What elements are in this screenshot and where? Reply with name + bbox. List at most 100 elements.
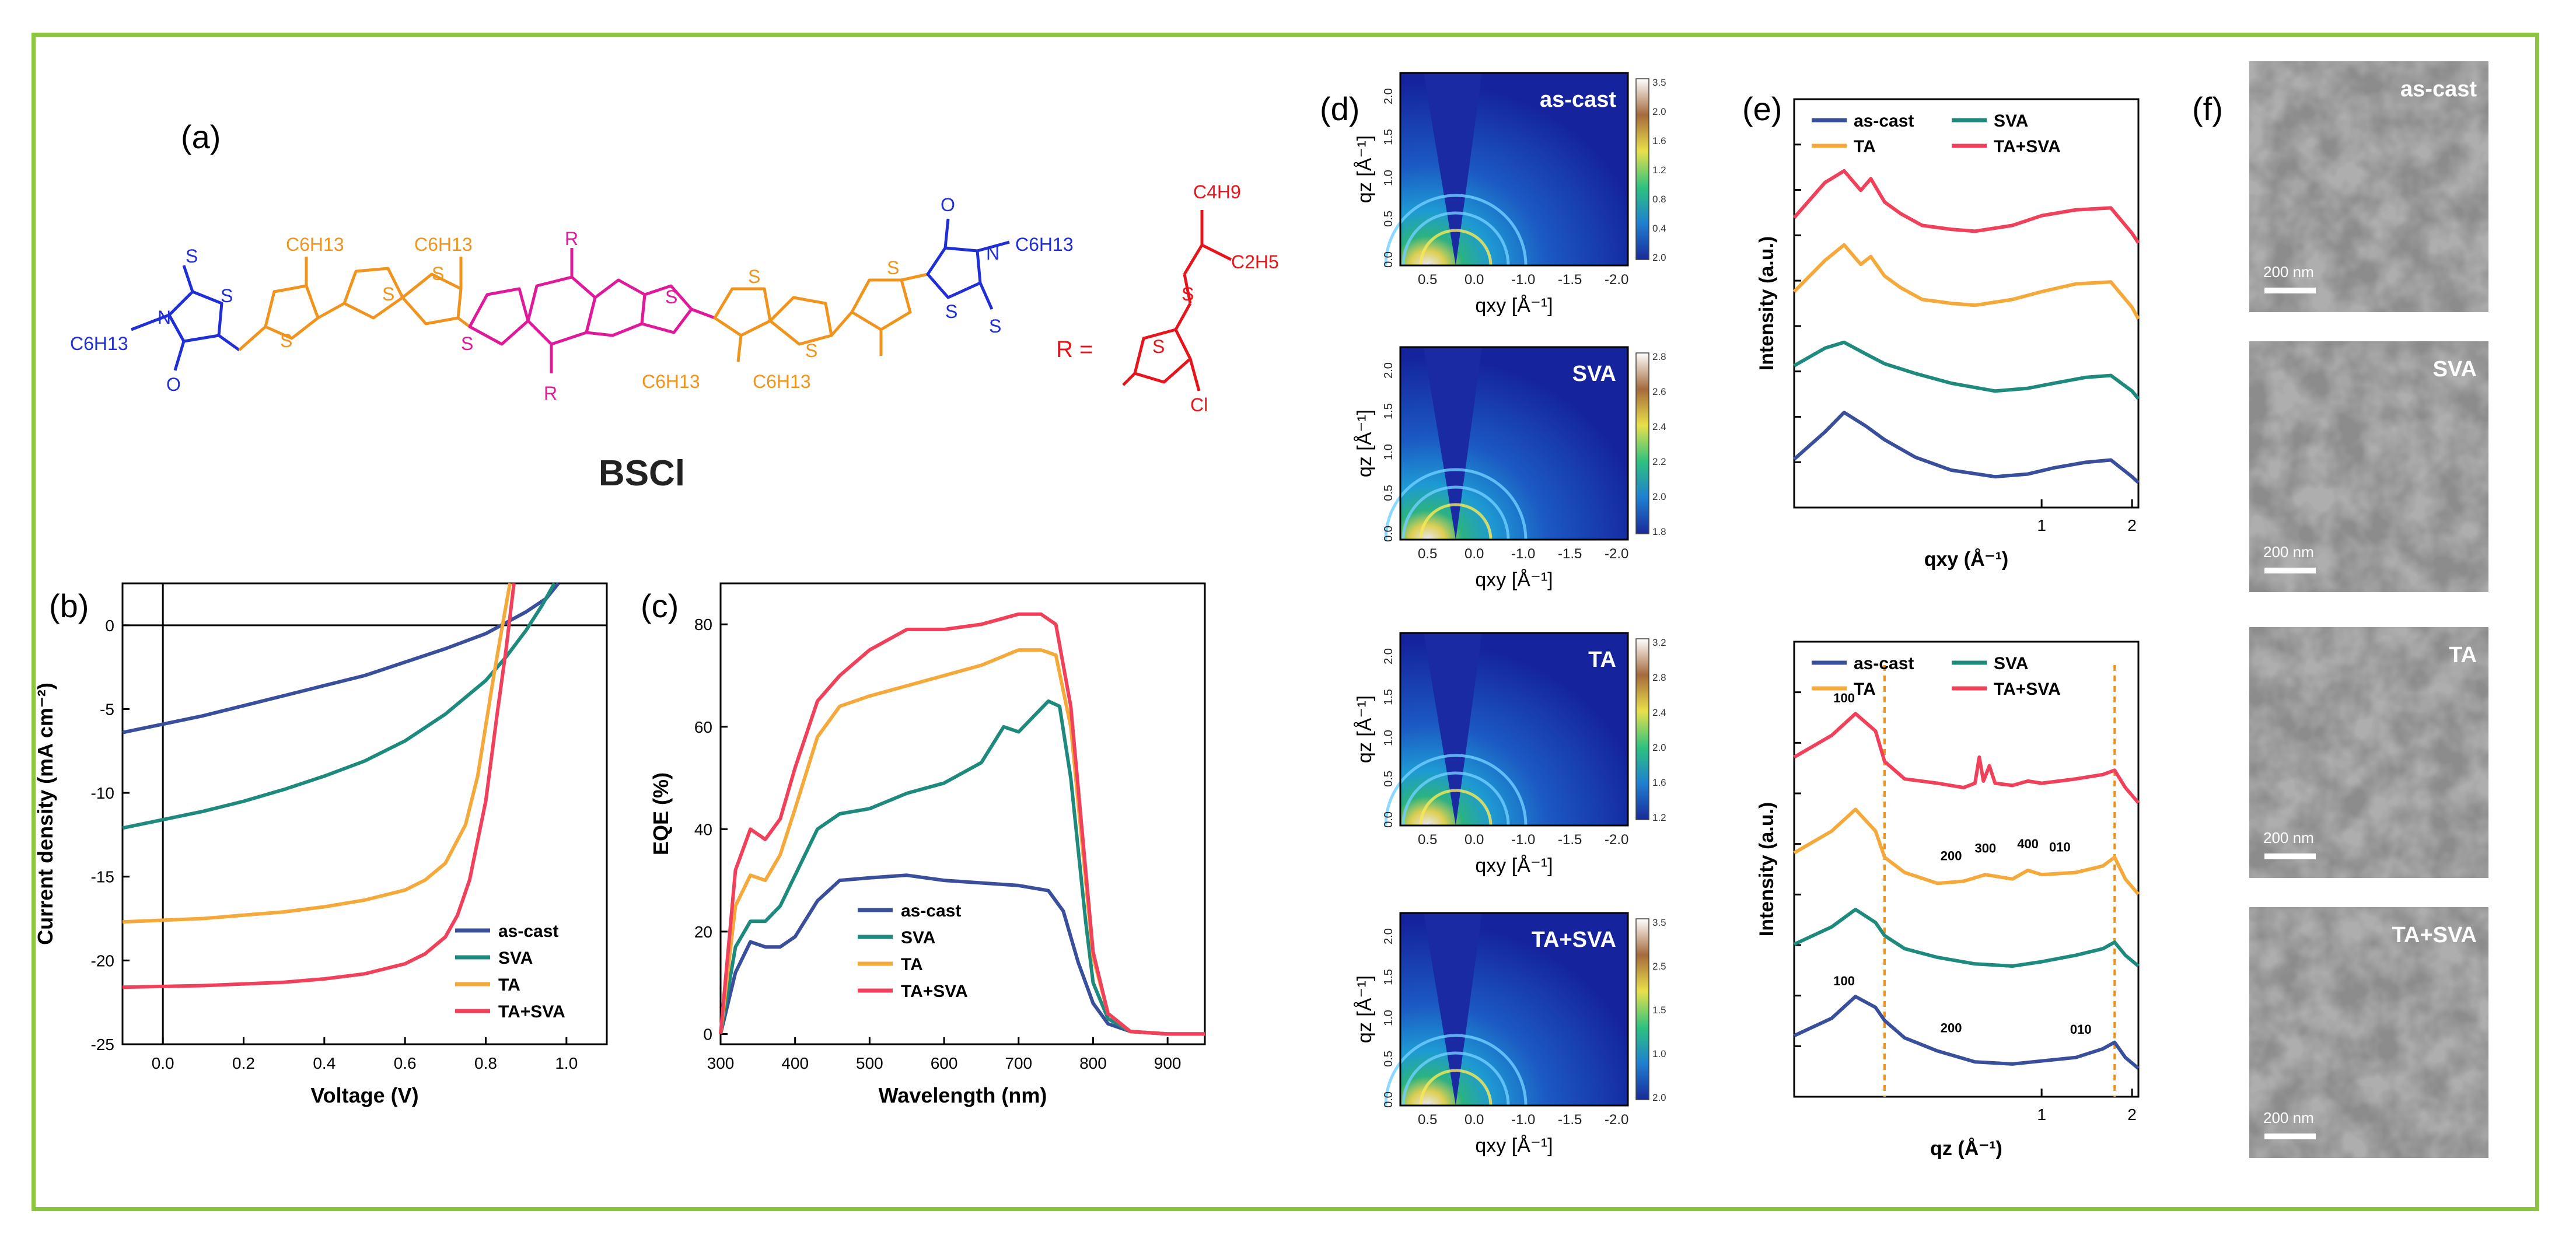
x-axis-label: Voltage (V) <box>310 1083 418 1107</box>
colorbar-tick-label: 3.5 <box>1652 77 1666 88</box>
thiophene-s-4: S <box>748 266 760 287</box>
x-tick-label: 0.5 <box>1418 832 1437 848</box>
x-tick-label: 0.4 <box>313 1054 335 1072</box>
diffraction-ring <box>1401 771 1510 826</box>
central-core-right <box>585 278 715 337</box>
colorbar-tick-label: 0.4 <box>1652 223 1666 234</box>
r-thioether-s: S <box>1182 284 1194 305</box>
diffraction-ring <box>1419 229 1493 266</box>
x-tick-label: 300 <box>707 1054 735 1072</box>
colorbar-tick-label: 1.6 <box>1652 777 1666 788</box>
colorbar-tick-label: 2.0 <box>1652 742 1666 753</box>
y-tick-label: 0 <box>703 1025 712 1043</box>
y-tick-label: 1.5 <box>1382 969 1395 985</box>
legend-label-sva: SVA <box>1994 111 2028 131</box>
legend-label-as-cast: as-cast <box>1854 111 1914 131</box>
x-axis-label: qxy [Å⁻¹] <box>1475 295 1553 317</box>
tem-image-ta-sva: TA+SVA 200 nm <box>2249 907 2488 1158</box>
x-tick-label: 700 <box>1005 1054 1032 1072</box>
y-tick-label: 0.5 <box>1382 211 1395 227</box>
tem-grain <box>2249 907 2488 1158</box>
image-frame <box>1399 346 1629 541</box>
colorbar-tick-label: 1.6 <box>1652 135 1666 146</box>
y-axis-label: EQE (%) <box>649 772 673 855</box>
thiophene-s-6: S <box>887 257 899 278</box>
colorbar-tick-label: 2.2 <box>1652 456 1666 467</box>
scale-bar <box>2264 288 2316 293</box>
x-tick-label: 0.2 <box>232 1054 255 1072</box>
core-s-right: S <box>665 286 677 307</box>
image-frame <box>1399 632 1629 827</box>
series-line-ta <box>719 648 1205 1036</box>
core-r-bottom: R <box>544 383 557 404</box>
y-tick-label: -5 <box>100 700 114 718</box>
plot-frame <box>1793 641 2140 1098</box>
x-tick-label: -2.0 <box>1605 1112 1628 1128</box>
scale-bar-label: 200 nm <box>2263 829 2314 846</box>
x-tick-label: -1.0 <box>1511 546 1535 562</box>
colorbar-tick-label: 1.2 <box>1652 812 1666 823</box>
condition-label: as-cast <box>1540 88 1616 112</box>
colorbar <box>1635 352 1649 534</box>
y-tick-label: 2.0 <box>1382 648 1395 664</box>
y-tick-label: 0.5 <box>1382 485 1395 501</box>
tem-image-sva: SVA 200 nm <box>2249 341 2488 592</box>
y-tick-label: 1.0 <box>1382 444 1395 460</box>
diffraction-ring <box>1419 789 1493 826</box>
x-axis-label: qxy [Å⁻¹] <box>1475 1135 1553 1157</box>
beamstop-wedge <box>1424 913 1482 1105</box>
colorbar-tick-label: 2.8 <box>1652 351 1666 362</box>
series-line-sva <box>122 582 556 830</box>
y-tick-label: 20 <box>694 923 712 941</box>
r-substituent-group <box>1122 210 1232 391</box>
y-tick-label: 80 <box>694 615 712 634</box>
x-tick-label: -2.0 <box>1605 832 1628 848</box>
x-tick-label: 0.0 <box>1464 832 1484 848</box>
right-carbonyl-o: O <box>941 194 955 215</box>
series-line-as-cast <box>719 873 1205 1036</box>
y-tick-label: 2.0 <box>1382 362 1395 379</box>
core-s-left: S <box>461 333 473 354</box>
colorbar-tick-label: 2.4 <box>1652 707 1666 718</box>
series-line-ta <box>1792 243 2140 320</box>
right-ring-s: S <box>945 301 957 322</box>
left-carbonyl-o: O <box>166 374 181 395</box>
x-tick-label: 0.6 <box>394 1054 417 1072</box>
beamstop-wedge <box>1424 347 1482 540</box>
left-ring-n: N <box>158 307 171 328</box>
left-thione-s: S <box>186 246 198 267</box>
x-tick-label: -1.5 <box>1558 546 1582 562</box>
hexyl-chain-4: C6H13 <box>753 371 811 392</box>
panel-label-d: (d) <box>1320 90 1359 127</box>
x-axis-label: Wavelength (nm) <box>879 1083 1047 1107</box>
condition-label: TA <box>1588 648 1616 672</box>
diffraction-ring <box>1401 485 1510 540</box>
x-tick-label: 2 <box>2127 516 2137 534</box>
panel-label-b: (b) <box>49 587 89 624</box>
right-thiophene-groups <box>713 272 928 362</box>
legend-label-ta-sva: TA+SVA <box>1994 680 2061 699</box>
colorbar-tick-label: 2.0 <box>1652 491 1666 502</box>
x-tick-label: 2 <box>2127 1105 2137 1124</box>
colorbar-tick-label: 2.0 <box>1652 106 1666 117</box>
y-axis-label: qz [Å⁻¹] <box>1354 975 1376 1043</box>
diffraction-ring <box>1384 1034 1528 1106</box>
left-ring-s: S <box>221 285 233 306</box>
y-tick-label: -20 <box>91 951 114 970</box>
colorbar-tick-label: 0.8 <box>1652 194 1666 205</box>
y-axis-label: qz [Å⁻¹] <box>1354 135 1376 203</box>
scale-bar <box>2264 1133 2316 1139</box>
r-equals-label: R = <box>1056 337 1093 362</box>
condition-label: TA <box>2449 643 2477 667</box>
diffraction-ring <box>1384 468 1528 540</box>
x-tick-label: 900 <box>1154 1054 1182 1072</box>
x-tick-label: 0.5 <box>1418 546 1437 562</box>
y-axis-label: qz [Å⁻¹] <box>1354 410 1376 477</box>
legend-label-sva: SVA <box>1994 654 2028 673</box>
diffraction-ring <box>1401 1051 1510 1106</box>
tem-image-ta: TA 200 nm <box>2249 627 2488 878</box>
peak-annotation: 100 <box>1833 974 1855 988</box>
y-tick-label: 60 <box>694 718 712 736</box>
series-line-ta-sva <box>122 583 516 989</box>
